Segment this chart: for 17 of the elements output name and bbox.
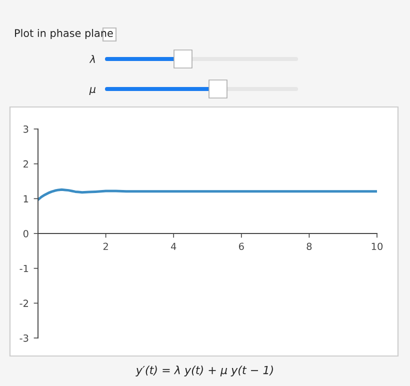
x-tick-label: 10 xyxy=(372,242,383,250)
y-tick-label: 0 xyxy=(23,230,28,238)
text: y′(t) = λ y(t) + μ y(t − 1) xyxy=(136,366,273,376)
x-tick-label: 6 xyxy=(238,242,244,250)
x-tick-label: 4 xyxy=(170,242,176,250)
y-tick-label: 2 xyxy=(24,160,28,168)
y-tick-label: 1 xyxy=(24,195,28,202)
line-series xyxy=(38,188,377,201)
y-tick-label: -2 xyxy=(20,300,28,307)
y-tick-label: -1 xyxy=(20,264,28,272)
text: λ xyxy=(89,54,95,63)
text: μ xyxy=(89,87,96,96)
text: Plot in phase plane xyxy=(15,28,113,40)
x-tick-label: 8 xyxy=(306,242,312,250)
y-tick-label: 3 xyxy=(24,125,28,133)
y-tick-label: -3 xyxy=(20,334,28,342)
x-tick-label: 2 xyxy=(103,242,108,250)
